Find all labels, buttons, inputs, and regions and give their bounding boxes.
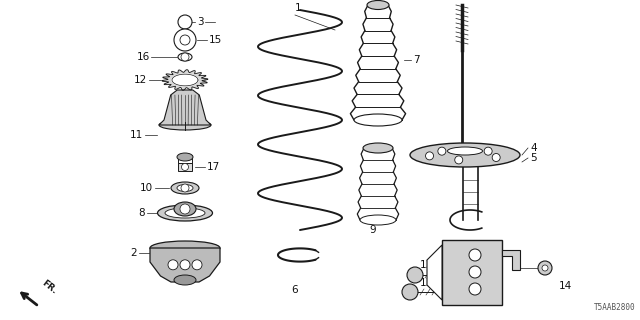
Circle shape [438,147,446,155]
Text: 13: 13 [420,260,433,270]
Circle shape [178,15,192,29]
Ellipse shape [447,147,483,155]
Ellipse shape [165,208,205,218]
Text: 13: 13 [420,278,433,288]
FancyBboxPatch shape [178,155,192,163]
Text: 3: 3 [197,17,204,27]
Circle shape [426,152,433,160]
Ellipse shape [174,202,196,216]
Text: T5AAB2800: T5AAB2800 [593,303,635,312]
Text: 1: 1 [295,3,301,13]
Circle shape [180,204,190,214]
Circle shape [180,260,190,270]
Bar [442,240,502,305]
Text: 5: 5 [530,153,536,163]
Polygon shape [502,250,520,270]
Ellipse shape [177,153,193,161]
Ellipse shape [177,185,193,191]
Circle shape [469,249,481,261]
Text: 11: 11 [130,130,143,140]
Text: FR.: FR. [40,279,58,296]
Circle shape [182,164,189,171]
Circle shape [181,184,189,192]
Circle shape [174,29,196,51]
Circle shape [542,265,548,271]
Ellipse shape [367,1,389,10]
Text: 4: 4 [530,143,536,153]
Circle shape [407,267,423,283]
Ellipse shape [171,182,199,194]
Circle shape [469,266,481,278]
Text: 10: 10 [140,183,153,193]
Circle shape [168,260,178,270]
Ellipse shape [354,114,402,126]
Text: 15: 15 [209,35,222,45]
Ellipse shape [410,143,520,167]
Circle shape [492,154,500,162]
Ellipse shape [150,241,220,255]
Ellipse shape [174,275,196,285]
Circle shape [181,53,189,61]
Ellipse shape [178,53,192,61]
Text: 9: 9 [370,225,376,235]
Polygon shape [172,74,198,86]
Circle shape [192,260,202,270]
Text: 14: 14 [559,281,572,291]
Ellipse shape [159,120,211,130]
Text: 7: 7 [413,55,420,65]
Circle shape [402,284,418,300]
Text: 17: 17 [207,162,220,172]
Polygon shape [159,90,211,125]
Text: 16: 16 [137,52,150,62]
Circle shape [180,35,190,45]
Text: 6: 6 [292,285,298,295]
Circle shape [538,261,552,275]
Polygon shape [427,245,442,300]
Text: 8: 8 [138,208,145,218]
Ellipse shape [157,205,212,221]
Bar [178,163,192,171]
Ellipse shape [363,143,393,153]
Circle shape [484,147,492,155]
Text: 2: 2 [131,248,137,258]
Polygon shape [150,248,220,282]
Circle shape [455,156,463,164]
Text: 12: 12 [134,75,147,85]
Circle shape [469,283,481,295]
Polygon shape [162,70,208,90]
Ellipse shape [360,215,396,225]
